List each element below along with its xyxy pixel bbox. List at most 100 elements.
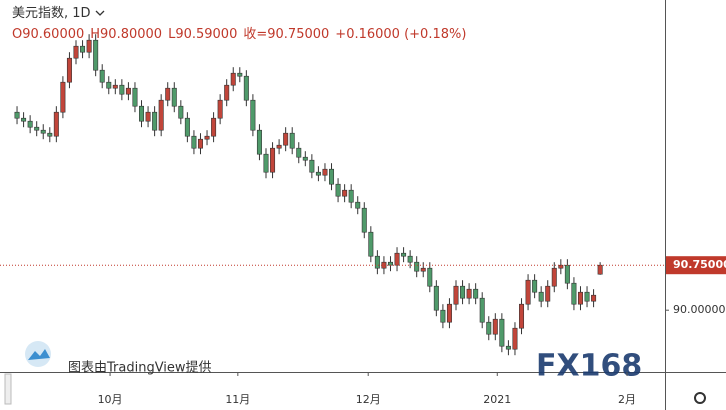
tradingview-logo: [25, 341, 51, 367]
candle-body: [14, 111, 20, 119]
candle-body: [453, 285, 459, 305]
candle-body: [296, 147, 302, 158]
candle-body: [420, 267, 426, 272]
candle-body: [584, 291, 590, 302]
candle-body: [374, 255, 380, 269]
candle-body: [597, 264, 603, 275]
candle-body: [348, 189, 354, 203]
candle-body: [545, 285, 551, 302]
scrollbar[interactable]: [4, 373, 12, 405]
candle-body: [139, 105, 145, 122]
candle-body: [27, 120, 33, 128]
candle-body: [381, 261, 387, 269]
candle-body: [394, 252, 400, 266]
candle-body: [224, 84, 230, 101]
candle-body: [165, 87, 171, 101]
candle-body: [315, 171, 321, 176]
candle-body: [355, 201, 361, 209]
candle-body: [230, 72, 236, 86]
last-price-tag: [666, 256, 726, 275]
candle-body: [440, 309, 446, 323]
x-tick-label: 2021: [483, 393, 511, 406]
candle-body: [407, 255, 413, 263]
candle-body: [112, 84, 118, 89]
candle-body: [525, 279, 531, 305]
last-price-label: 90.75000: [673, 258, 726, 271]
high-value: H90.80000: [90, 27, 163, 42]
candle-body: [197, 138, 203, 149]
candle-body: [132, 87, 138, 107]
candle-body: [80, 45, 86, 53]
candle-body: [178, 105, 184, 119]
candle-body: [289, 132, 295, 149]
x-tick-label: 12月: [356, 393, 381, 406]
candle-body: [250, 99, 256, 131]
candle-body: [145, 111, 151, 122]
candle-body: [309, 159, 315, 173]
candle-body: [342, 189, 348, 197]
candle-body: [479, 297, 485, 323]
candle-body: [93, 39, 99, 71]
attribution: 图表由TradingView提供: [68, 360, 212, 376]
candle-body: [460, 285, 466, 299]
candle-body: [60, 81, 66, 113]
candle-body: [191, 135, 197, 149]
candle-body: [99, 69, 105, 83]
candle-body: [125, 87, 131, 95]
candle-body: [577, 291, 583, 305]
candle-body: [505, 345, 511, 350]
candle-body: [466, 288, 472, 299]
candle-body: [492, 318, 498, 335]
candle-body: [217, 99, 223, 119]
candle-body: [243, 75, 249, 101]
candle-body: [427, 267, 433, 287]
candle-body: [368, 231, 374, 257]
candle-body: [538, 291, 544, 302]
candle-body: [158, 99, 164, 131]
candle-body: [519, 303, 525, 329]
candle-body: [571, 282, 577, 305]
chevron[interactable]: [95, 9, 105, 17]
candle-body: [47, 132, 53, 137]
candle-body: [558, 264, 564, 269]
candle-body: [551, 267, 557, 287]
candle-body: [329, 168, 335, 185]
legend-header: 美元指数, 1D O90.60000 H90.80000 L90.59000 收=90…: [12, 3, 472, 45]
candle-body: [564, 264, 570, 284]
candle-body: [335, 183, 341, 197]
candle-body: [152, 111, 158, 131]
candle-body: [211, 117, 217, 137]
candle-body: [237, 72, 243, 77]
symbol[interactable]: 美元指数, 1D: [12, 6, 91, 21]
y-tick-label: 90.00000: [673, 303, 726, 316]
candle-body: [270, 147, 276, 173]
close-value: 收=90.75000: [243, 27, 330, 42]
candle-body: [53, 111, 59, 137]
candle-body: [184, 117, 190, 137]
candle-body: [591, 294, 597, 302]
candle-body: [283, 132, 289, 146]
candle-body: [21, 117, 27, 122]
candle-body: [86, 39, 92, 53]
candle-body: [73, 45, 79, 59]
candle-body: [263, 153, 269, 173]
candle-body: [171, 87, 177, 107]
candle-body: [256, 129, 262, 155]
candle-body: [302, 156, 308, 161]
candle-body: [34, 126, 40, 131]
candle-body: [414, 261, 420, 272]
candle-body: [512, 327, 518, 350]
settings-icon[interactable]: [694, 392, 706, 404]
x-tick-label: 10月: [98, 393, 123, 406]
candle-body: [276, 144, 282, 149]
low-value: L90.59000: [168, 27, 238, 42]
watermark: FX168: [536, 349, 642, 384]
candle-body: [532, 279, 538, 293]
open-value: O90.60000: [12, 27, 85, 42]
candle-body: [106, 81, 112, 89]
candle-body: [473, 288, 479, 299]
candle-body: [486, 321, 492, 335]
candle-body: [499, 318, 505, 347]
